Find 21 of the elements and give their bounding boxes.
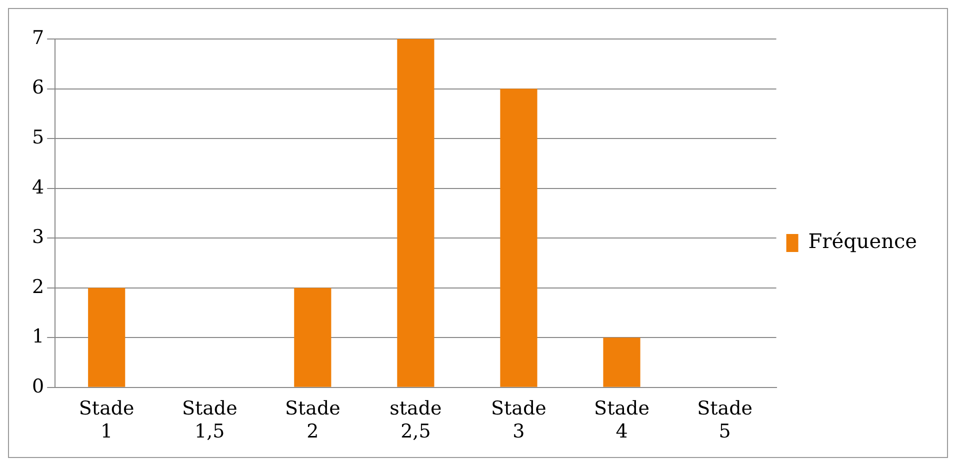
x-tick-label: Stade 1,5 — [182, 398, 238, 443]
x-tick-label: Stade 3 — [491, 398, 546, 443]
y-tick-label: 6 — [32, 76, 44, 99]
bar — [88, 288, 126, 387]
y-tick-label: 4 — [32, 176, 44, 198]
x-tick-label: stade 2,5 — [390, 398, 442, 443]
y-tick-label: 1 — [32, 326, 44, 348]
legend-label: Fréquence — [808, 229, 918, 254]
x-tick-label: Stade 1 — [78, 398, 134, 443]
x-tick-label: Stade 2 — [284, 398, 340, 443]
y-tick-label: 2 — [32, 276, 44, 298]
bar — [500, 88, 538, 387]
y-tick-label: 5 — [32, 126, 44, 148]
y-tick-label: 3 — [32, 226, 44, 248]
y-tick-label: 0 — [32, 375, 44, 398]
x-tick-label: Stade 5 — [697, 398, 752, 443]
y-tick-label: 7 — [32, 26, 44, 49]
bar — [603, 338, 640, 387]
bar — [294, 288, 332, 387]
x-tick-label: Stade 4 — [594, 398, 650, 443]
bar — [397, 39, 434, 387]
